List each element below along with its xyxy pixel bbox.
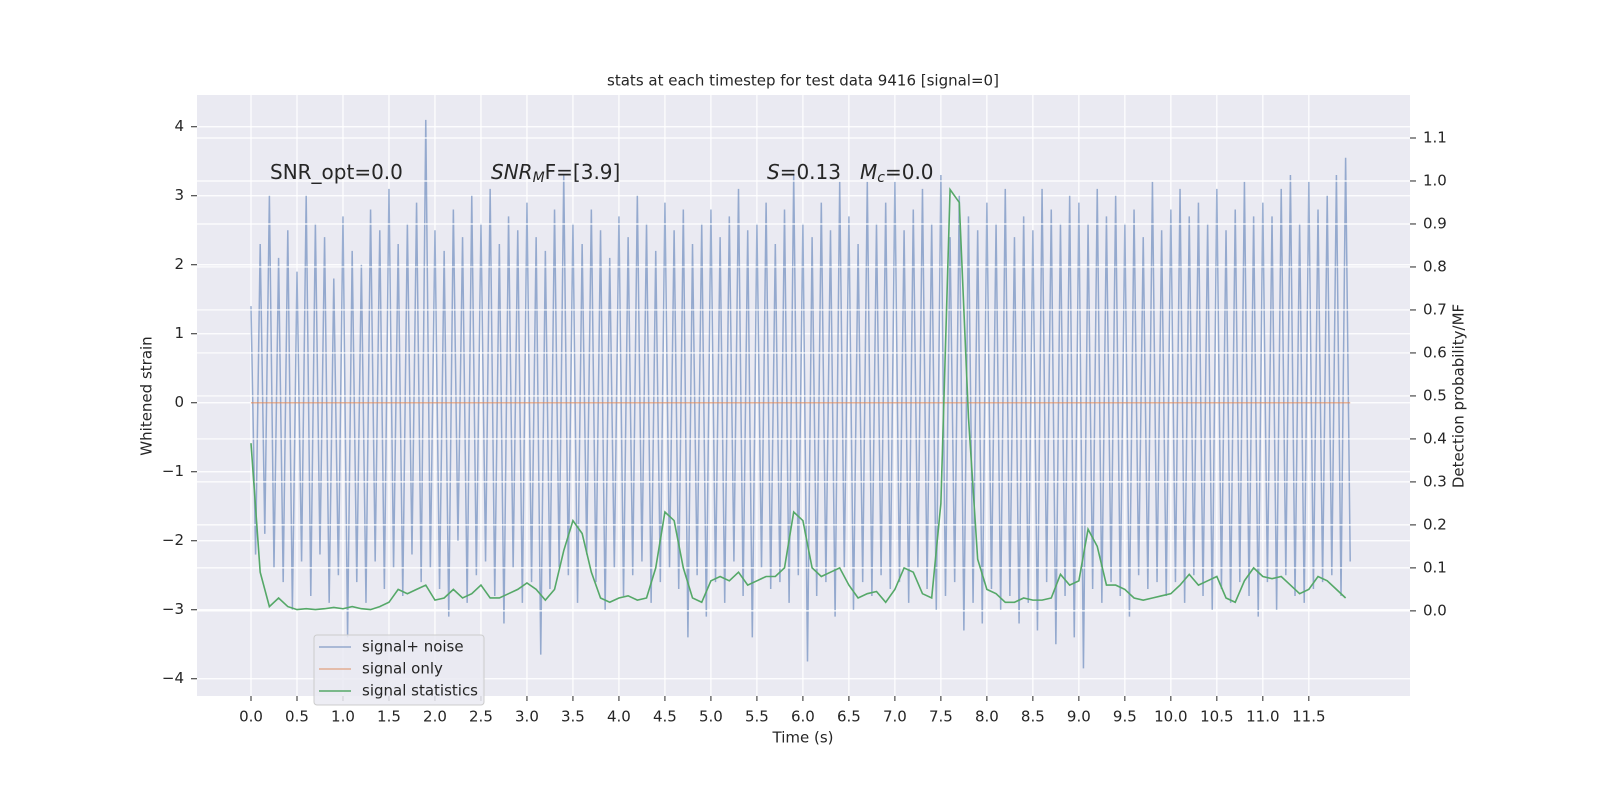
legend-label: signal statistics [362,682,478,700]
series-line [250,119,1351,669]
x-tick-label: 9.5 [1113,708,1137,726]
annotation-rest: =0.13 [780,160,841,184]
y2-tick-label: 0.8 [1423,257,1447,275]
x-tick-label: 3.5 [561,708,585,726]
y-tick-label: 3 [174,186,184,204]
axes: 0.0 0.5 1.0 1.5 2.0 2.5 3.0 3.5 4.0 4.5 5.0 5.5 6.0 6… [162,117,1447,725]
annotation-base: SNR_opt=0.0 [270,160,403,184]
x-tick-label: 5.0 [699,708,723,726]
legend: signal+ noise signal only signal statistic… [313,634,485,706]
x-tick-label: 2.0 [423,708,447,726]
x-tick-label: 7.5 [929,708,953,726]
y2-tick-label: 0.3 [1423,472,1447,490]
legend-label: signal+ noise [362,638,464,656]
x-tick-label: 3.0 [515,708,539,726]
y-tick-label: 4 [174,117,184,135]
legend-box [313,634,485,706]
x-tick-label: 5.5 [745,708,769,726]
y2-tick-label: 0.2 [1423,515,1447,533]
annotation-rest: F=[3.9] [545,160,621,184]
chart-title: stats at each timestep for test data 941… [607,72,999,90]
x-tick-label: 6.5 [837,708,861,726]
y2-tick-label: 0.9 [1423,214,1447,232]
y-tick-label: −2 [162,531,184,549]
x-tick-label: 10.5 [1200,708,1233,726]
annotation-rest: =0.0 [885,160,934,184]
x-tick-label: 2.5 [469,708,493,726]
x-tick-label: 11.0 [1246,708,1279,726]
x-tick-label: 11.5 [1292,708,1325,726]
x-tick-label: 10.0 [1154,708,1187,726]
y-tick-label: −1 [162,462,184,480]
x-tick-label: 7.0 [883,708,907,726]
legend-label: signal only [362,660,443,678]
x-tick-label: 9.0 [1067,708,1091,726]
y-tick-label: 0 [174,393,184,411]
y-tick-label: −4 [162,669,184,687]
annotation-sub: c [877,170,885,186]
y2-tick-label: 1.1 [1423,128,1447,146]
y2-tick-label: 0.0 [1423,601,1447,619]
annotation: Mc=0.0 [860,160,934,187]
x-tick-label: 1.5 [377,708,401,726]
x-tick-label: 8.5 [1021,708,1045,726]
y-tick-label: 1 [174,324,184,342]
x-tick-label: 4.0 [607,708,631,726]
x-tick-label: 6.0 [791,708,815,726]
annotations: SNR_opt=0.0 SNRMF=[3.9] S=0.13 Mc=0.0 [270,160,934,187]
x-axis-label: Time (s) [772,729,834,747]
y2-tick-label: 0.4 [1423,429,1447,447]
x-tick-label: 8.0 [975,708,999,726]
x-tick-label: 1.0 [331,708,355,726]
lines [197,119,1410,669]
y-axis-label: Whitened strain [138,336,156,455]
y-tick-label: 2 [174,255,184,273]
y-tick-label: −3 [162,600,184,618]
annotation: S=0.13 [767,160,841,184]
annotation-base: SNR [491,160,533,184]
y2-tick-label: 0.7 [1423,300,1447,318]
y2-axis-label: Detection probability/MF [1450,304,1468,488]
annotation: SNR_opt=0.0 [270,160,403,184]
y2-tick-label: 1.0 [1423,171,1447,189]
x-tick-label: 0.0 [239,708,263,726]
series-line [250,187,1347,611]
annotation: SNRMF=[3.9] [491,160,620,187]
y2-tick-label: 0.1 [1423,558,1447,576]
x-tick-label: 4.5 [653,708,677,726]
y2-tick-label: 0.5 [1423,386,1447,404]
annotation-sub: M [533,170,545,186]
annotation-base: M [860,160,877,184]
y2-tick-label: 0.6 [1423,343,1447,361]
annotation-base: S [767,160,780,184]
x-tick-label: 0.5 [285,708,309,726]
